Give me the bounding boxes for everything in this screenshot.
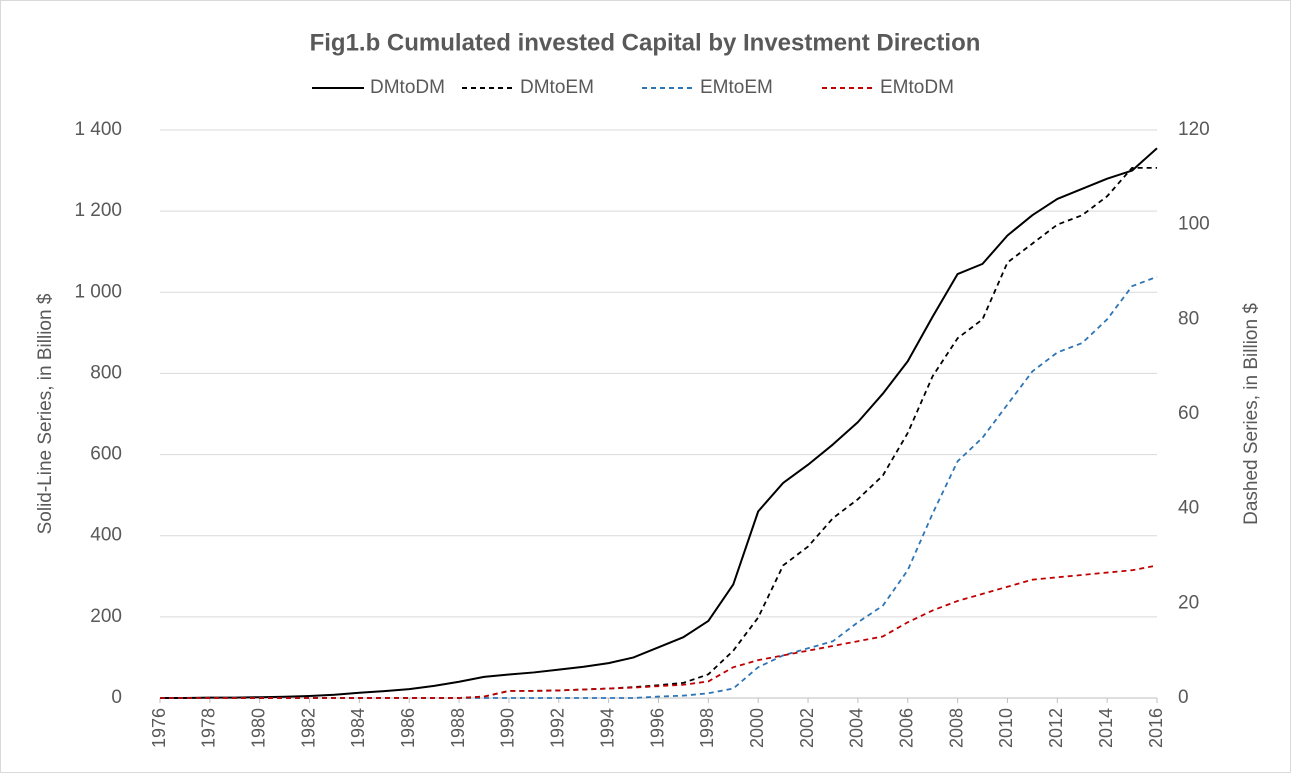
x-tick-label: 2012 xyxy=(1046,708,1066,748)
y-tick-label: 1 400 xyxy=(74,119,122,140)
y2-axis-title: Dashed Series, in Billion $ xyxy=(1241,303,1262,525)
series-line xyxy=(160,147,1158,699)
x-tick-label: 1982 xyxy=(298,708,318,748)
y-tick-label: 0 xyxy=(111,687,122,708)
y-tick-label: 400 xyxy=(90,525,122,546)
y2-tick-label: 40 xyxy=(1178,498,1199,519)
y-tick-label: 1 000 xyxy=(74,281,122,302)
x-tick-label: 2016 xyxy=(1146,708,1166,748)
legend-label: DMtoDM xyxy=(370,77,445,98)
chart-title: Fig1.b Cumulated invested Capital by Inv… xyxy=(310,29,981,56)
y-axis-title: Solid-Line Series, in Billion $ xyxy=(35,293,56,534)
legend-label: EMtoEM xyxy=(700,77,773,98)
x-tick-label: 1986 xyxy=(398,708,418,748)
x-tick-label: 2004 xyxy=(847,708,867,748)
x-tick-label: 1976 xyxy=(149,708,169,748)
x-tick-label: 1990 xyxy=(498,708,518,748)
x-tick-label: 1984 xyxy=(348,708,368,748)
y-tick-label: 600 xyxy=(90,444,122,465)
series-line xyxy=(160,564,1158,699)
x-tick-label: 1992 xyxy=(548,708,568,748)
x-tick-label: 1994 xyxy=(597,708,617,748)
x-tick-label: 2000 xyxy=(747,708,767,748)
x-tick-label: 1996 xyxy=(647,708,667,748)
y2-tick-label: 120 xyxy=(1178,119,1210,140)
legend-label: DMtoEM xyxy=(520,77,594,98)
y-tick-label: 800 xyxy=(90,362,122,383)
x-tick-label: 1988 xyxy=(448,708,468,748)
x-tick-label: 2006 xyxy=(897,708,917,748)
x-tick-label: 2014 xyxy=(1096,708,1116,748)
x-tick-label: 2002 xyxy=(797,708,817,748)
y2-tick-label: 60 xyxy=(1178,403,1199,424)
x-tick-label: 2008 xyxy=(946,708,966,748)
y-tick-label: 1 200 xyxy=(74,200,122,221)
x-tick-label: 1998 xyxy=(697,708,717,748)
y2-tick-label: 20 xyxy=(1178,592,1199,613)
x-tick-label: 2010 xyxy=(996,708,1016,748)
legend-label: EMtoDM xyxy=(880,77,954,98)
y2-tick-label: 100 xyxy=(1178,214,1210,235)
x-tick-label: 1980 xyxy=(248,708,268,748)
y2-tick-label: 0 xyxy=(1178,687,1189,708)
y-tick-label: 200 xyxy=(90,606,122,627)
x-tick-label: 1978 xyxy=(199,708,219,748)
y2-tick-label: 80 xyxy=(1178,308,1199,329)
